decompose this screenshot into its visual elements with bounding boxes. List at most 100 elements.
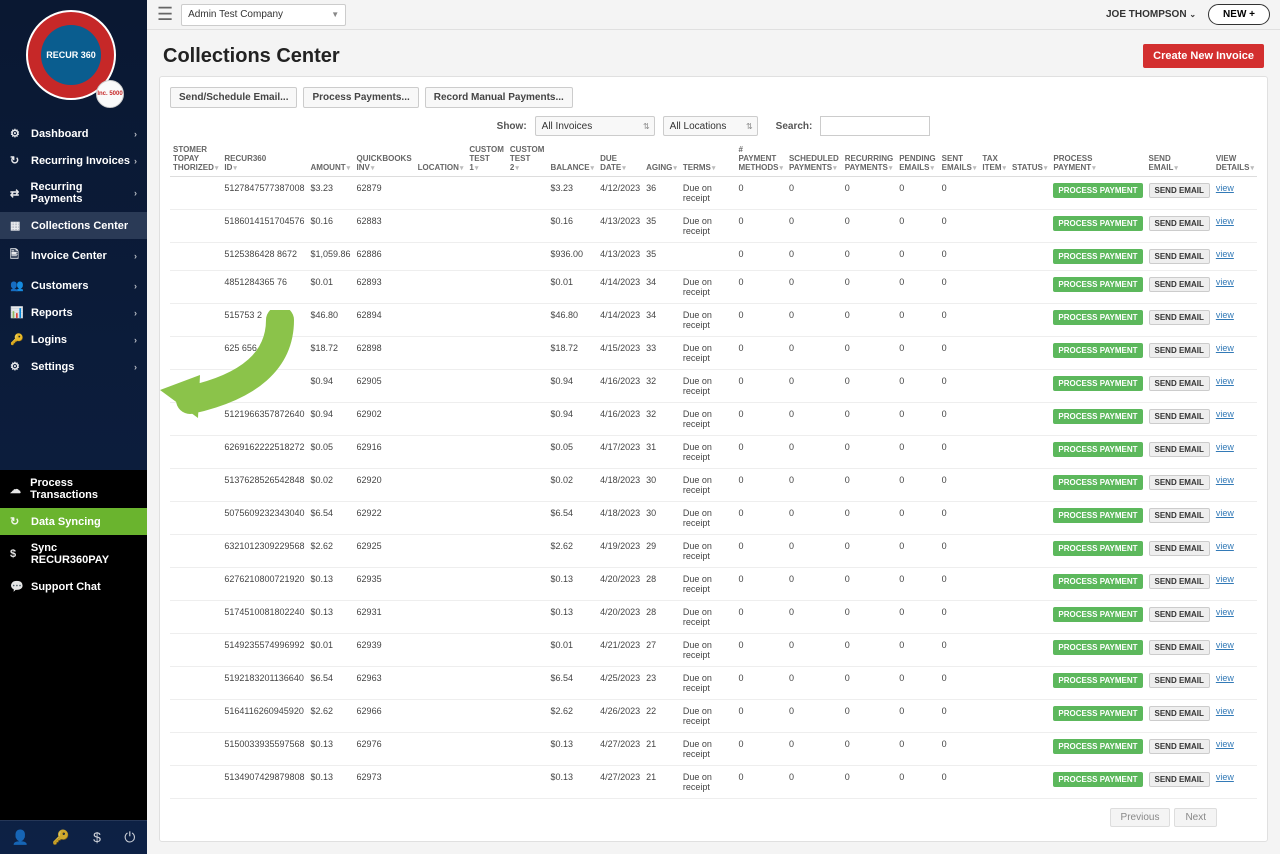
sidebar-item-invoice-center[interactable]: 🖹Invoice Center› xyxy=(0,239,147,272)
view-link[interactable]: view xyxy=(1216,310,1234,320)
view-link[interactable]: view xyxy=(1216,706,1234,716)
col-header[interactable]: RECUR360ID▾ xyxy=(221,142,307,177)
send-email-button[interactable]: SEND EMAIL xyxy=(1149,376,1210,391)
col-header[interactable]: SCHEDULEDPAYMENTS▾ xyxy=(786,142,842,177)
process-payment-button[interactable]: PROCESS PAYMENT xyxy=(1053,574,1142,589)
show-select[interactable]: All Invoices xyxy=(535,116,655,136)
process-payment-button[interactable]: PROCESS PAYMENT xyxy=(1053,772,1142,787)
send-email-button[interactable]: SEND EMAIL xyxy=(1149,640,1210,655)
col-header[interactable]: RECURRINGPAYMENTS▾ xyxy=(842,142,896,177)
send-email-button[interactable]: SEND EMAIL xyxy=(1149,772,1210,787)
sidebar-item-reports[interactable]: 📊Reports› xyxy=(0,299,147,326)
sidebar-item-recurring-invoices[interactable]: ↻Recurring Invoices› xyxy=(0,147,147,174)
view-link[interactable]: view xyxy=(1216,216,1234,226)
user-menu[interactable]: JOE THOMPSON ⌄ xyxy=(1106,9,1196,20)
send-email-button[interactable]: SEND EMAIL xyxy=(1149,706,1210,721)
view-link[interactable]: view xyxy=(1216,640,1234,650)
view-link[interactable]: view xyxy=(1216,277,1234,287)
col-header[interactable]: TAXITEM▾ xyxy=(979,142,1009,177)
send-email-button[interactable]: SEND EMAIL xyxy=(1149,475,1210,490)
send-email-button[interactable]: SEND EMAIL xyxy=(1149,277,1210,292)
process-payment-button[interactable]: PROCESS PAYMENT xyxy=(1053,376,1142,391)
create-invoice-button[interactable]: Create New Invoice xyxy=(1143,44,1264,68)
send-email-button[interactable]: Send/Schedule Email... xyxy=(170,87,297,108)
view-link[interactable]: view xyxy=(1216,249,1234,259)
view-link[interactable]: view xyxy=(1216,607,1234,617)
col-header[interactable]: SENDEMAIL▾ xyxy=(1146,142,1213,177)
view-link[interactable]: view xyxy=(1216,772,1234,782)
key-icon[interactable]: 🔑 xyxy=(52,829,69,846)
process-payment-button[interactable]: PROCESS PAYMENT xyxy=(1053,541,1142,556)
sidebar-item-collections-center[interactable]: ▦Collections Center xyxy=(0,212,147,239)
process-payment-button[interactable]: PROCESS PAYMENT xyxy=(1053,475,1142,490)
process-payment-button[interactable]: PROCESS PAYMENT xyxy=(1053,183,1142,198)
send-email-button[interactable]: SEND EMAIL xyxy=(1149,574,1210,589)
prev-button[interactable]: Previous xyxy=(1110,808,1171,827)
process-payment-button[interactable]: PROCESS PAYMENT xyxy=(1053,607,1142,622)
sidebar-item-process-transactions[interactable]: ☁Process Transactions xyxy=(0,470,147,508)
process-payment-button[interactable]: PROCESS PAYMENT xyxy=(1053,409,1142,424)
view-link[interactable]: view xyxy=(1216,739,1234,749)
sidebar-item-recurring-payments[interactable]: ⇄Recurring Payments› xyxy=(0,174,147,212)
next-button[interactable]: Next xyxy=(1174,808,1217,827)
view-link[interactable]: view xyxy=(1216,673,1234,683)
send-email-button[interactable]: SEND EMAIL xyxy=(1149,607,1210,622)
process-payment-button[interactable]: PROCESS PAYMENT xyxy=(1053,249,1142,264)
process-payment-button[interactable]: PROCESS PAYMENT xyxy=(1053,343,1142,358)
send-email-button[interactable]: SEND EMAIL xyxy=(1149,541,1210,556)
col-header[interactable]: BALANCE▾ xyxy=(547,142,597,177)
new-button[interactable]: NEW + xyxy=(1208,4,1270,25)
col-header[interactable]: CUSTOMTEST1▾ xyxy=(466,142,507,177)
col-header[interactable]: STOMERTOPAYTHORIZED▾ xyxy=(170,142,221,177)
process-payment-button[interactable]: PROCESS PAYMENT xyxy=(1053,508,1142,523)
send-email-button[interactable]: SEND EMAIL xyxy=(1149,673,1210,688)
power-icon[interactable]: ⏻ xyxy=(124,829,135,846)
location-select[interactable]: All Locations xyxy=(663,116,758,136)
col-header[interactable]: CUSTOMTEST2▾ xyxy=(507,142,548,177)
col-header[interactable]: TERMS▾ xyxy=(680,142,736,177)
sidebar-item-customers[interactable]: 👥Customers› xyxy=(0,272,147,299)
col-header[interactable]: AGING▾ xyxy=(643,142,680,177)
col-header[interactable]: LOCATION▾ xyxy=(415,142,467,177)
send-email-button[interactable]: SEND EMAIL xyxy=(1149,310,1210,325)
process-payment-button[interactable]: PROCESS PAYMENT xyxy=(1053,442,1142,457)
send-email-button[interactable]: SEND EMAIL xyxy=(1149,249,1210,264)
send-email-button[interactable]: SEND EMAIL xyxy=(1149,508,1210,523)
col-header[interactable]: #PAYMENTMETHODS▾ xyxy=(735,142,786,177)
process-payment-button[interactable]: PROCESS PAYMENT xyxy=(1053,640,1142,655)
company-select[interactable]: Admin Test Company ▼ xyxy=(181,4,346,26)
view-link[interactable]: view xyxy=(1216,541,1234,551)
process-payment-button[interactable]: PROCESS PAYMENT xyxy=(1053,706,1142,721)
sidebar-item-support-chat[interactable]: 💬Support Chat xyxy=(0,573,147,600)
send-email-button[interactable]: SEND EMAIL xyxy=(1149,216,1210,231)
process-payments-button[interactable]: Process Payments... xyxy=(303,87,418,108)
col-header[interactable]: QUICKBOOKSINV▾ xyxy=(354,142,415,177)
send-email-button[interactable]: SEND EMAIL xyxy=(1149,183,1210,198)
send-email-button[interactable]: SEND EMAIL xyxy=(1149,739,1210,754)
process-payment-button[interactable]: PROCESS PAYMENT xyxy=(1053,277,1142,292)
col-header[interactable]: SENTEMAILS▾ xyxy=(939,142,980,177)
send-email-button[interactable]: SEND EMAIL xyxy=(1149,409,1210,424)
sidebar-item-dashboard[interactable]: ⚙Dashboard› xyxy=(0,120,147,147)
col-header[interactable]: STATUS▾ xyxy=(1009,142,1050,177)
view-link[interactable]: view xyxy=(1216,574,1234,584)
view-link[interactable]: view xyxy=(1216,508,1234,518)
sidebar-item-settings[interactable]: ⚙Settings› xyxy=(0,353,147,380)
search-input[interactable] xyxy=(820,116,930,136)
process-payment-button[interactable]: PROCESS PAYMENT xyxy=(1053,310,1142,325)
menu-icon[interactable]: ☰ xyxy=(157,4,173,25)
sidebar-item-logins[interactable]: 🔑Logins› xyxy=(0,326,147,353)
view-link[interactable]: view xyxy=(1216,343,1234,353)
sidebar-item-data-syncing[interactable]: ↻Data Syncing xyxy=(0,508,147,535)
sidebar-item-sync-recur360pay[interactable]: $Sync RECUR360PAY xyxy=(0,535,147,573)
process-payment-button[interactable]: PROCESS PAYMENT xyxy=(1053,673,1142,688)
col-header[interactable]: AMOUNT▾ xyxy=(308,142,354,177)
process-payment-button[interactable]: PROCESS PAYMENT xyxy=(1053,739,1142,754)
col-header[interactable]: PENDINGEMAILS▾ xyxy=(896,142,938,177)
view-link[interactable]: view xyxy=(1216,409,1234,419)
view-link[interactable]: view xyxy=(1216,442,1234,452)
record-manual-button[interactable]: Record Manual Payments... xyxy=(425,87,573,108)
view-link[interactable]: view xyxy=(1216,376,1234,386)
process-payment-button[interactable]: PROCESS PAYMENT xyxy=(1053,216,1142,231)
col-header[interactable]: VIEWDETAILS▾ xyxy=(1213,142,1257,177)
